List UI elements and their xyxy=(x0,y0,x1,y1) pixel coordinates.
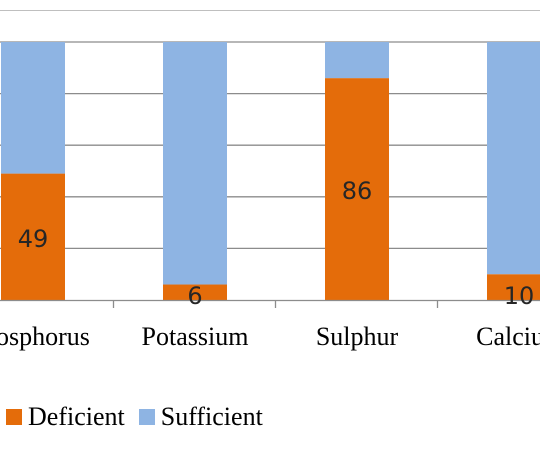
legend-item-deficient: Deficient xyxy=(6,402,125,432)
legend-label-deficient: Deficient xyxy=(28,402,125,431)
data-labels: 49 6 86 10 xyxy=(18,177,535,310)
bar-deficient-potassium xyxy=(163,284,227,300)
bar-deficient-sulphur xyxy=(325,78,389,301)
gridlines xyxy=(0,10,540,250)
x-tick-label-potassium: Potassium xyxy=(142,322,249,351)
x-axis: osphorus Potassium Sulphur Calciu xyxy=(0,299,540,351)
x-tick-label-sulphur: Sulphur xyxy=(316,322,399,351)
bar-deficient-calcium xyxy=(487,274,540,300)
data-label-calcium: 10 xyxy=(504,282,535,310)
legend-item-sufficient: Sufficient xyxy=(138,402,263,432)
x-tick-label-calcium: Calciu xyxy=(476,322,540,351)
data-label-phosphorus: 49 xyxy=(18,225,49,253)
legend-swatch-deficient xyxy=(6,409,22,425)
bar-sufficient-calcium xyxy=(487,42,540,275)
bar-deficient-phosphorus xyxy=(1,173,65,300)
bar-sufficient-sulphur xyxy=(325,42,389,79)
data-label-potassium: 6 xyxy=(187,282,202,310)
x-tick-label-phosphorus: osphorus xyxy=(0,322,90,351)
bars xyxy=(1,42,540,301)
legend: Deficient Sufficient xyxy=(6,402,277,432)
legend-label-sufficient: Sufficient xyxy=(160,402,263,431)
bar-sufficient-phosphorus xyxy=(1,42,65,174)
legend-swatch-sufficient xyxy=(138,409,155,425)
bar-sufficient-potassium xyxy=(163,42,227,285)
data-label-sulphur: 86 xyxy=(342,177,373,205)
